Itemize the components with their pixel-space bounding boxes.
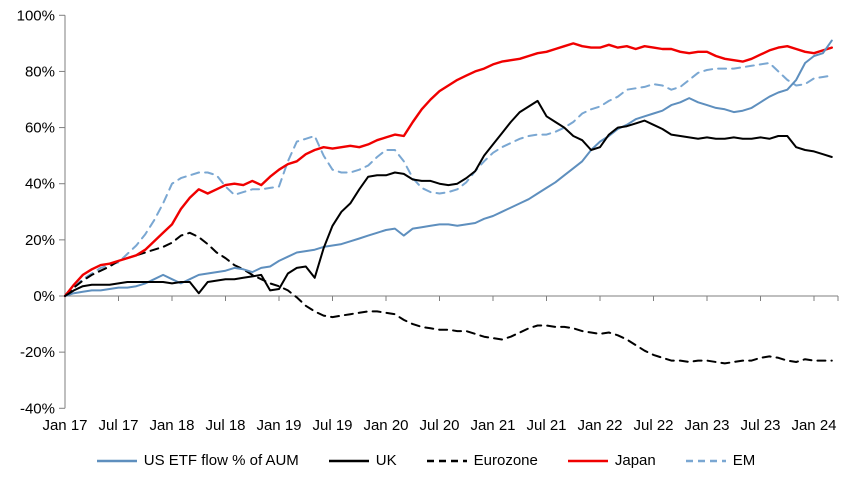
legend-label-japan: Japan [614, 452, 656, 469]
y-tick-label: 60% [25, 120, 55, 137]
x-tick-label: Jul 17 [98, 417, 138, 434]
legend-swatch-uk [328, 459, 369, 462]
legend-label-em: EM [732, 452, 756, 469]
x-tick-label: Jan 22 [577, 417, 622, 434]
x-tick-label: Jan 23 [684, 417, 729, 434]
chart-legend: US ETF flow % of AUM UK Eurozone Japan EM [0, 452, 852, 469]
line-japan [63, 42, 833, 298]
legend-item-japan: Japan [567, 452, 656, 469]
x-tick-label: Jul 21 [526, 417, 566, 434]
legend-swatch-eurozone [426, 459, 467, 462]
x-tick-label: Jan 17 [42, 417, 87, 434]
y-tick-label: 40% [25, 176, 55, 193]
legend-swatch-us-etf-flow [96, 459, 137, 462]
x-tick-label: Jul 19 [312, 417, 352, 434]
legend-swatch-em [685, 459, 726, 462]
line-us-etf-flow [64, 39, 833, 297]
x-tick-label: Jan 20 [363, 417, 408, 434]
legend-label-uk: UK [375, 452, 397, 469]
y-tick-label: 80% [25, 63, 55, 80]
x-tick-label: Jan 18 [149, 417, 194, 434]
etf-flow-line-chart: 100% 80% 60% 40% 20% 0% -20% -40%Jan 17 Jul 17 Ja… [17, 7, 839, 434]
legend-item-eurozone: Eurozone [426, 452, 538, 469]
legend-item-us-etf-flow: US ETF flow % of AUM [96, 452, 299, 469]
y-tick-label: -20% [20, 344, 55, 361]
legend-label-eurozone: Eurozone [473, 452, 538, 469]
x-tick-label: Jul 22 [633, 417, 673, 434]
x-tick-label: Jan 21 [470, 417, 515, 434]
x-tick-label: Jul 20 [419, 417, 459, 434]
legend-item-em: EM [685, 452, 756, 469]
x-tick-label: Jul 23 [740, 417, 780, 434]
y-tick-label: 100% [17, 7, 55, 24]
y-tick-label: 0% [33, 288, 55, 305]
line-eurozone [64, 231, 833, 365]
x-tick-label: Jan 19 [256, 417, 301, 434]
line-em [64, 62, 833, 297]
legend-label-us-etf-flow: US ETF flow % of AUM [143, 452, 299, 469]
line-uk [64, 99, 833, 297]
y-tick-label: 20% [25, 232, 55, 249]
legend-item-uk: UK [328, 452, 397, 469]
x-tick-label: Jul 18 [205, 417, 245, 434]
y-tick-label: -40% [20, 400, 55, 417]
legend-swatch-japan [567, 459, 608, 462]
x-tick-label: Jan 24 [791, 417, 836, 434]
